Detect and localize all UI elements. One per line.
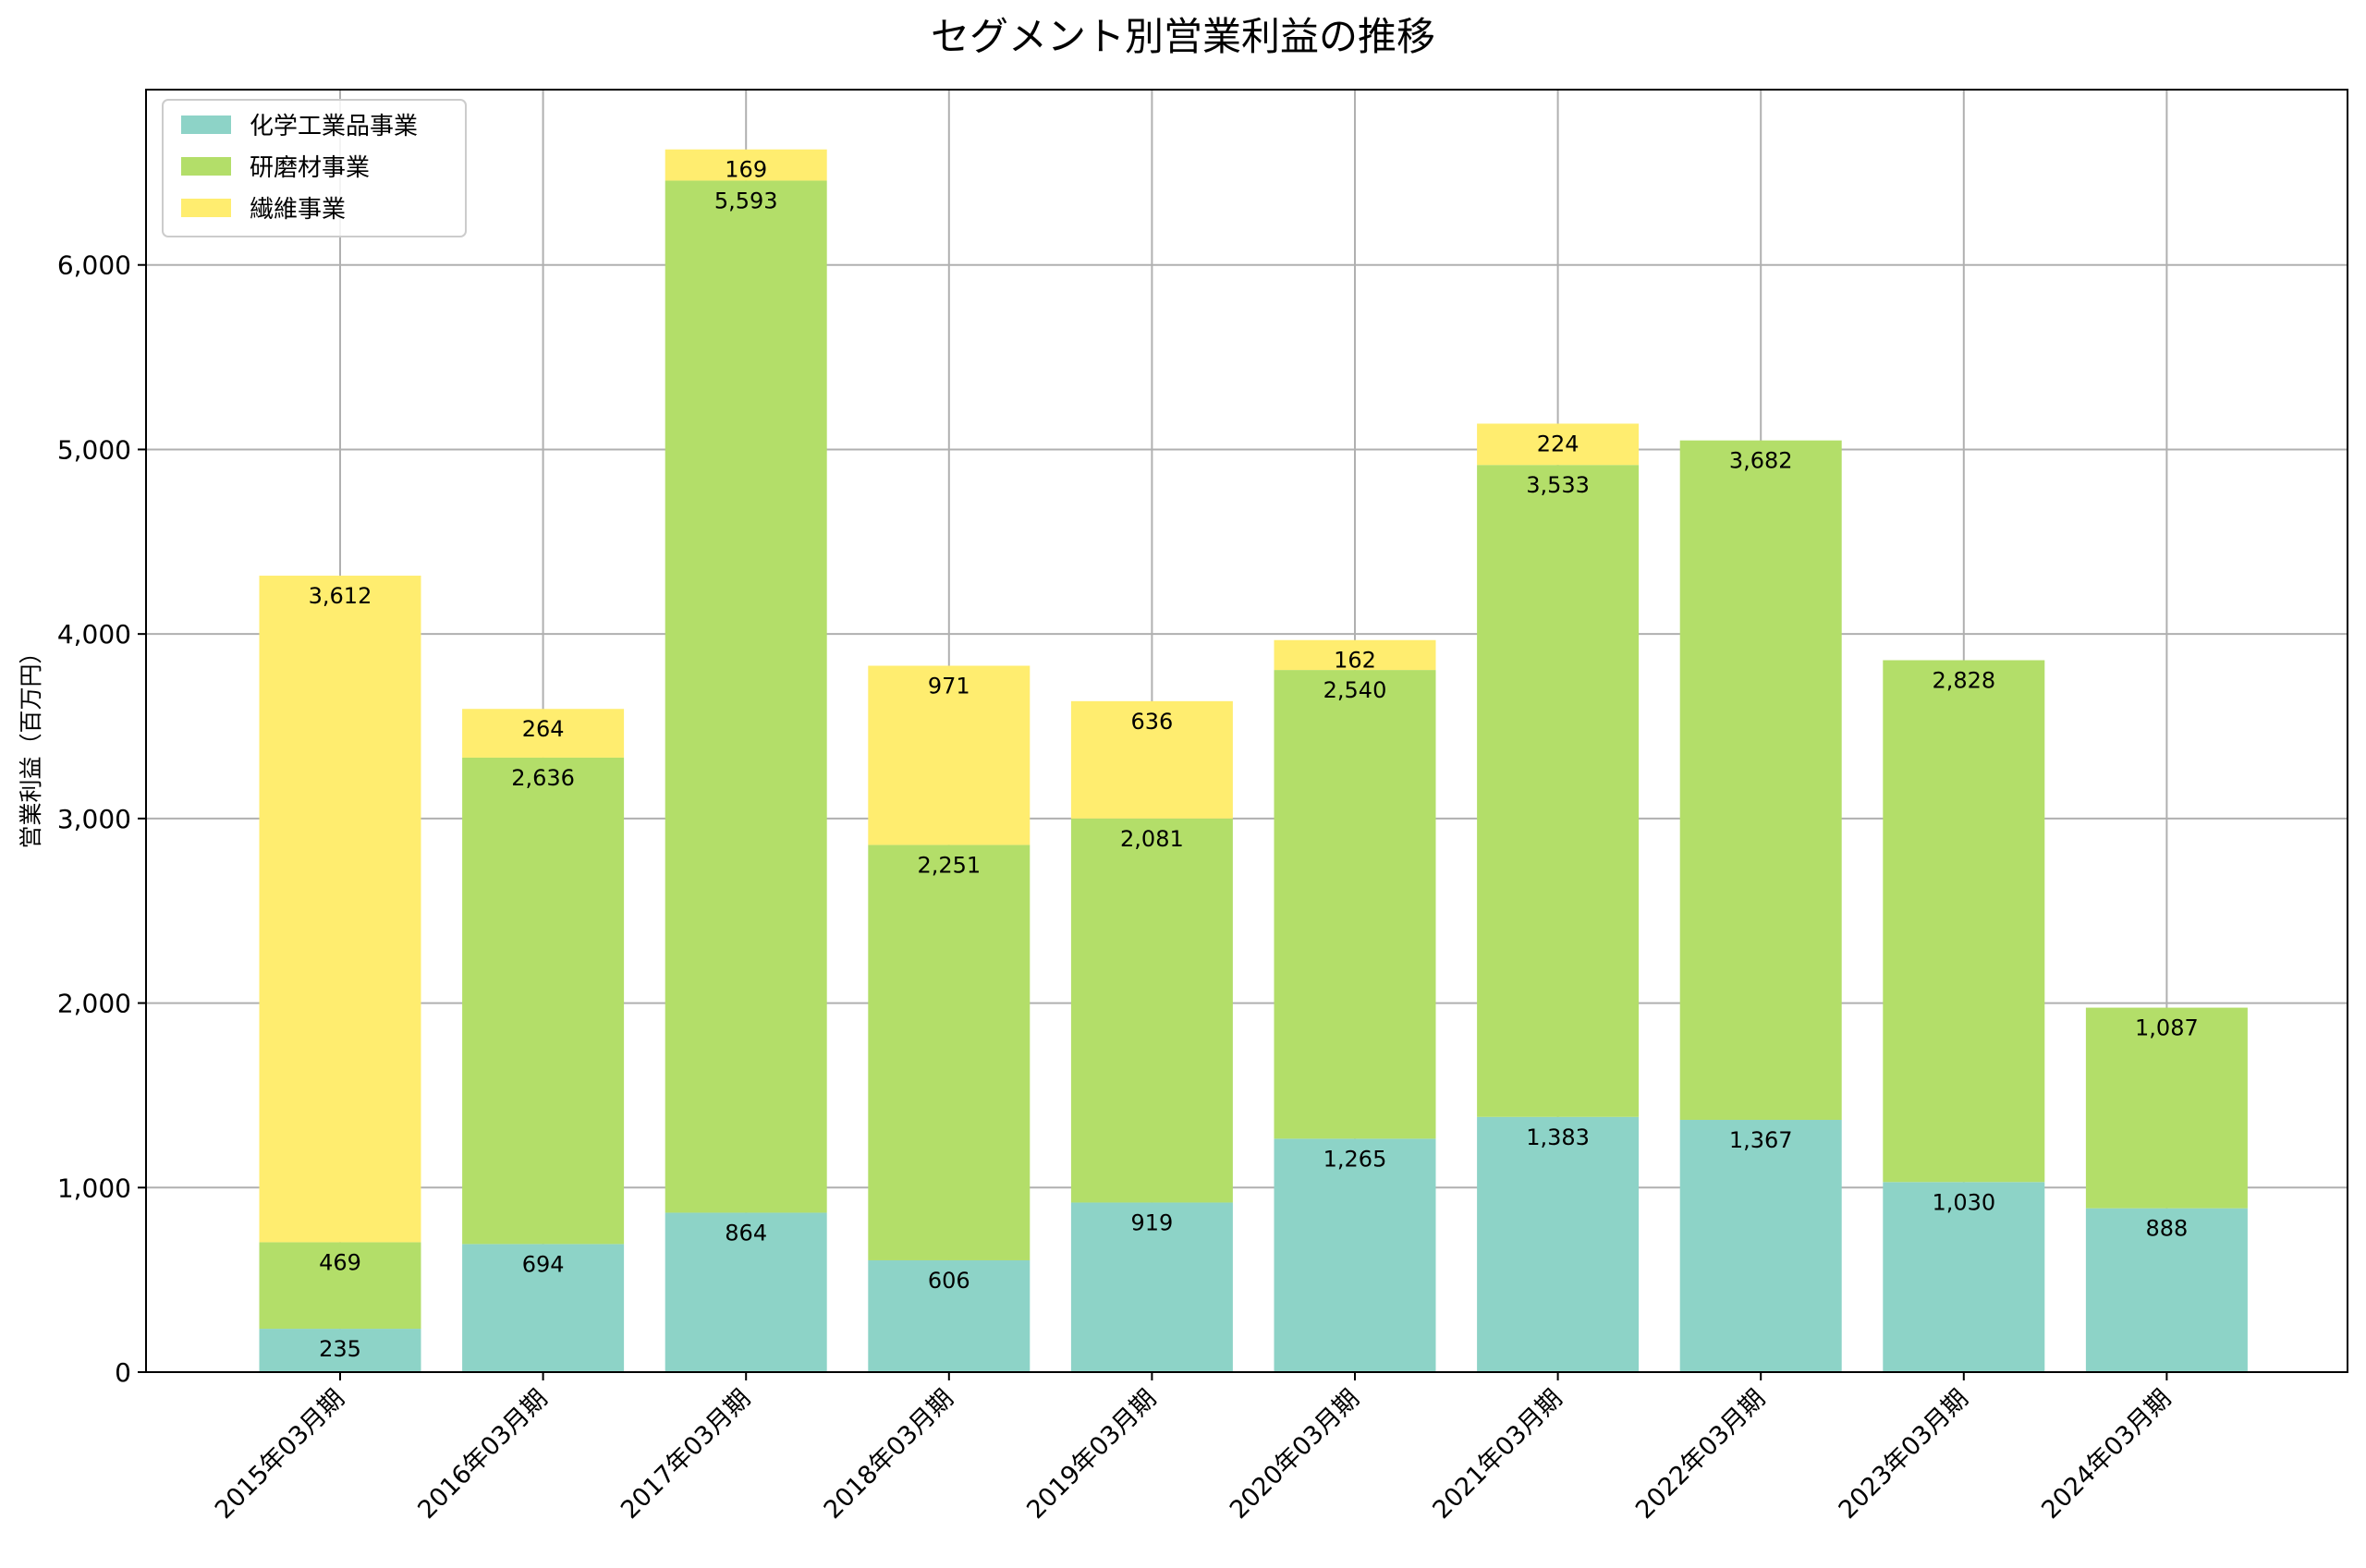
data-label: 235 <box>319 1336 361 1362</box>
data-label: 971 <box>928 674 970 699</box>
bars <box>259 149 2248 1372</box>
chart-title: セグメント別営業利益の推移 <box>931 14 1435 59</box>
bar-segment <box>2085 1007 2248 1209</box>
data-label: 3,612 <box>309 583 372 609</box>
bar-segment <box>1274 1138 1436 1372</box>
legend-label: 化学工業品事業 <box>250 113 418 140</box>
x-tick-label: 2023年03月期 <box>1834 1384 1974 1525</box>
data-label: 919 <box>1130 1209 1173 1235</box>
data-label: 1,087 <box>2135 1015 2199 1041</box>
bar-segment <box>1070 700 1233 819</box>
data-label: 3,533 <box>1526 472 1590 498</box>
data-label: 224 <box>1537 431 1579 456</box>
data-label: 5,593 <box>714 188 778 213</box>
data-label: 1,030 <box>1932 1189 1995 1215</box>
data-labels: 235 469 3,612 694 2,636 264 864 5,593 169 606 2,25… <box>309 157 2199 1362</box>
data-label: 636 <box>1130 709 1173 735</box>
data-label: 3,682 <box>1729 448 1793 474</box>
legend-label: 繊維事業 <box>250 196 346 224</box>
bar-segment <box>868 665 1031 845</box>
bar-segment <box>1679 440 1842 1120</box>
bar-segment <box>868 845 1031 1260</box>
bar-segment <box>665 149 827 181</box>
data-label: 169 <box>725 157 767 183</box>
bar-segment <box>1070 818 1233 1203</box>
bar-segment <box>1477 465 1640 1117</box>
bar-segment <box>1883 660 2045 1183</box>
x-tick-label: 2019年03月期 <box>1021 1384 1162 1525</box>
x-tick-label: 2015年03月期 <box>210 1384 350 1525</box>
bar-segment <box>1274 639 1436 671</box>
x-tick-label: 2017年03月期 <box>616 1384 756 1525</box>
bar-segment <box>1070 1202 1233 1372</box>
bar-segment <box>259 1329 421 1372</box>
data-label: 1,367 <box>1729 1127 1793 1153</box>
data-label: 2,081 <box>1120 826 1184 852</box>
bar-segment <box>665 180 827 1213</box>
bar-segment <box>259 576 421 1243</box>
bar-segment <box>1477 1116 1640 1372</box>
bar-segment <box>462 1244 625 1372</box>
x-tick-label: 2022年03月期 <box>1630 1384 1771 1525</box>
data-label: 1,265 <box>1323 1146 1387 1172</box>
legend-swatch <box>181 199 231 217</box>
data-label: 469 <box>319 1249 361 1275</box>
x-tick-label: 2018年03月期 <box>819 1384 959 1525</box>
bar-segment <box>259 1242 421 1330</box>
data-label: 2,251 <box>917 852 981 878</box>
x-tick-label: 2016年03月期 <box>412 1384 553 1525</box>
data-label: 162 <box>1334 648 1376 674</box>
data-label: 2,636 <box>511 765 575 791</box>
legend-box <box>162 99 467 237</box>
bar-segment <box>1274 670 1436 1139</box>
y-axis-label: 営業利益（百万円） <box>18 640 44 848</box>
y-tick-label: 0 <box>115 1357 131 1388</box>
y-tick-label: 1,000 <box>57 1173 131 1203</box>
x-tick-label: 2024年03月期 <box>2036 1384 2177 1525</box>
y-tick-label: 6,000 <box>57 250 131 281</box>
x-tick-label: 2021年03月期 <box>1427 1384 1567 1525</box>
data-label: 864 <box>725 1220 767 1246</box>
legend-swatch <box>181 157 231 176</box>
plot-frame <box>145 89 2348 1373</box>
data-label: 2,540 <box>1323 677 1387 703</box>
bar-segment <box>462 757 625 1245</box>
bar-segment <box>1883 1182 2045 1372</box>
bar-segment <box>2085 1208 2248 1372</box>
y-tick-label: 2,000 <box>57 989 131 1019</box>
data-label: 1,383 <box>1526 1124 1590 1150</box>
legend-label: 研磨材事業 <box>250 154 370 182</box>
bar-segment <box>1679 1119 1842 1372</box>
bar-segment <box>1477 423 1640 466</box>
data-label: 888 <box>2145 1216 2188 1242</box>
x-tick-label: 2020年03月期 <box>1225 1384 1365 1525</box>
y-tick-label: 3,000 <box>57 804 131 834</box>
data-label: 606 <box>928 1268 970 1294</box>
data-label: 694 <box>522 1251 565 1277</box>
bar-segment <box>868 1259 1031 1372</box>
legend-swatch <box>181 115 231 134</box>
y-tick-label: 4,000 <box>57 619 131 650</box>
data-label: 2,828 <box>1932 668 1995 694</box>
bar-segment <box>665 1212 827 1372</box>
data-label: 264 <box>522 716 565 742</box>
bar-segment <box>462 709 625 758</box>
y-tick-label: 5,000 <box>57 434 131 465</box>
